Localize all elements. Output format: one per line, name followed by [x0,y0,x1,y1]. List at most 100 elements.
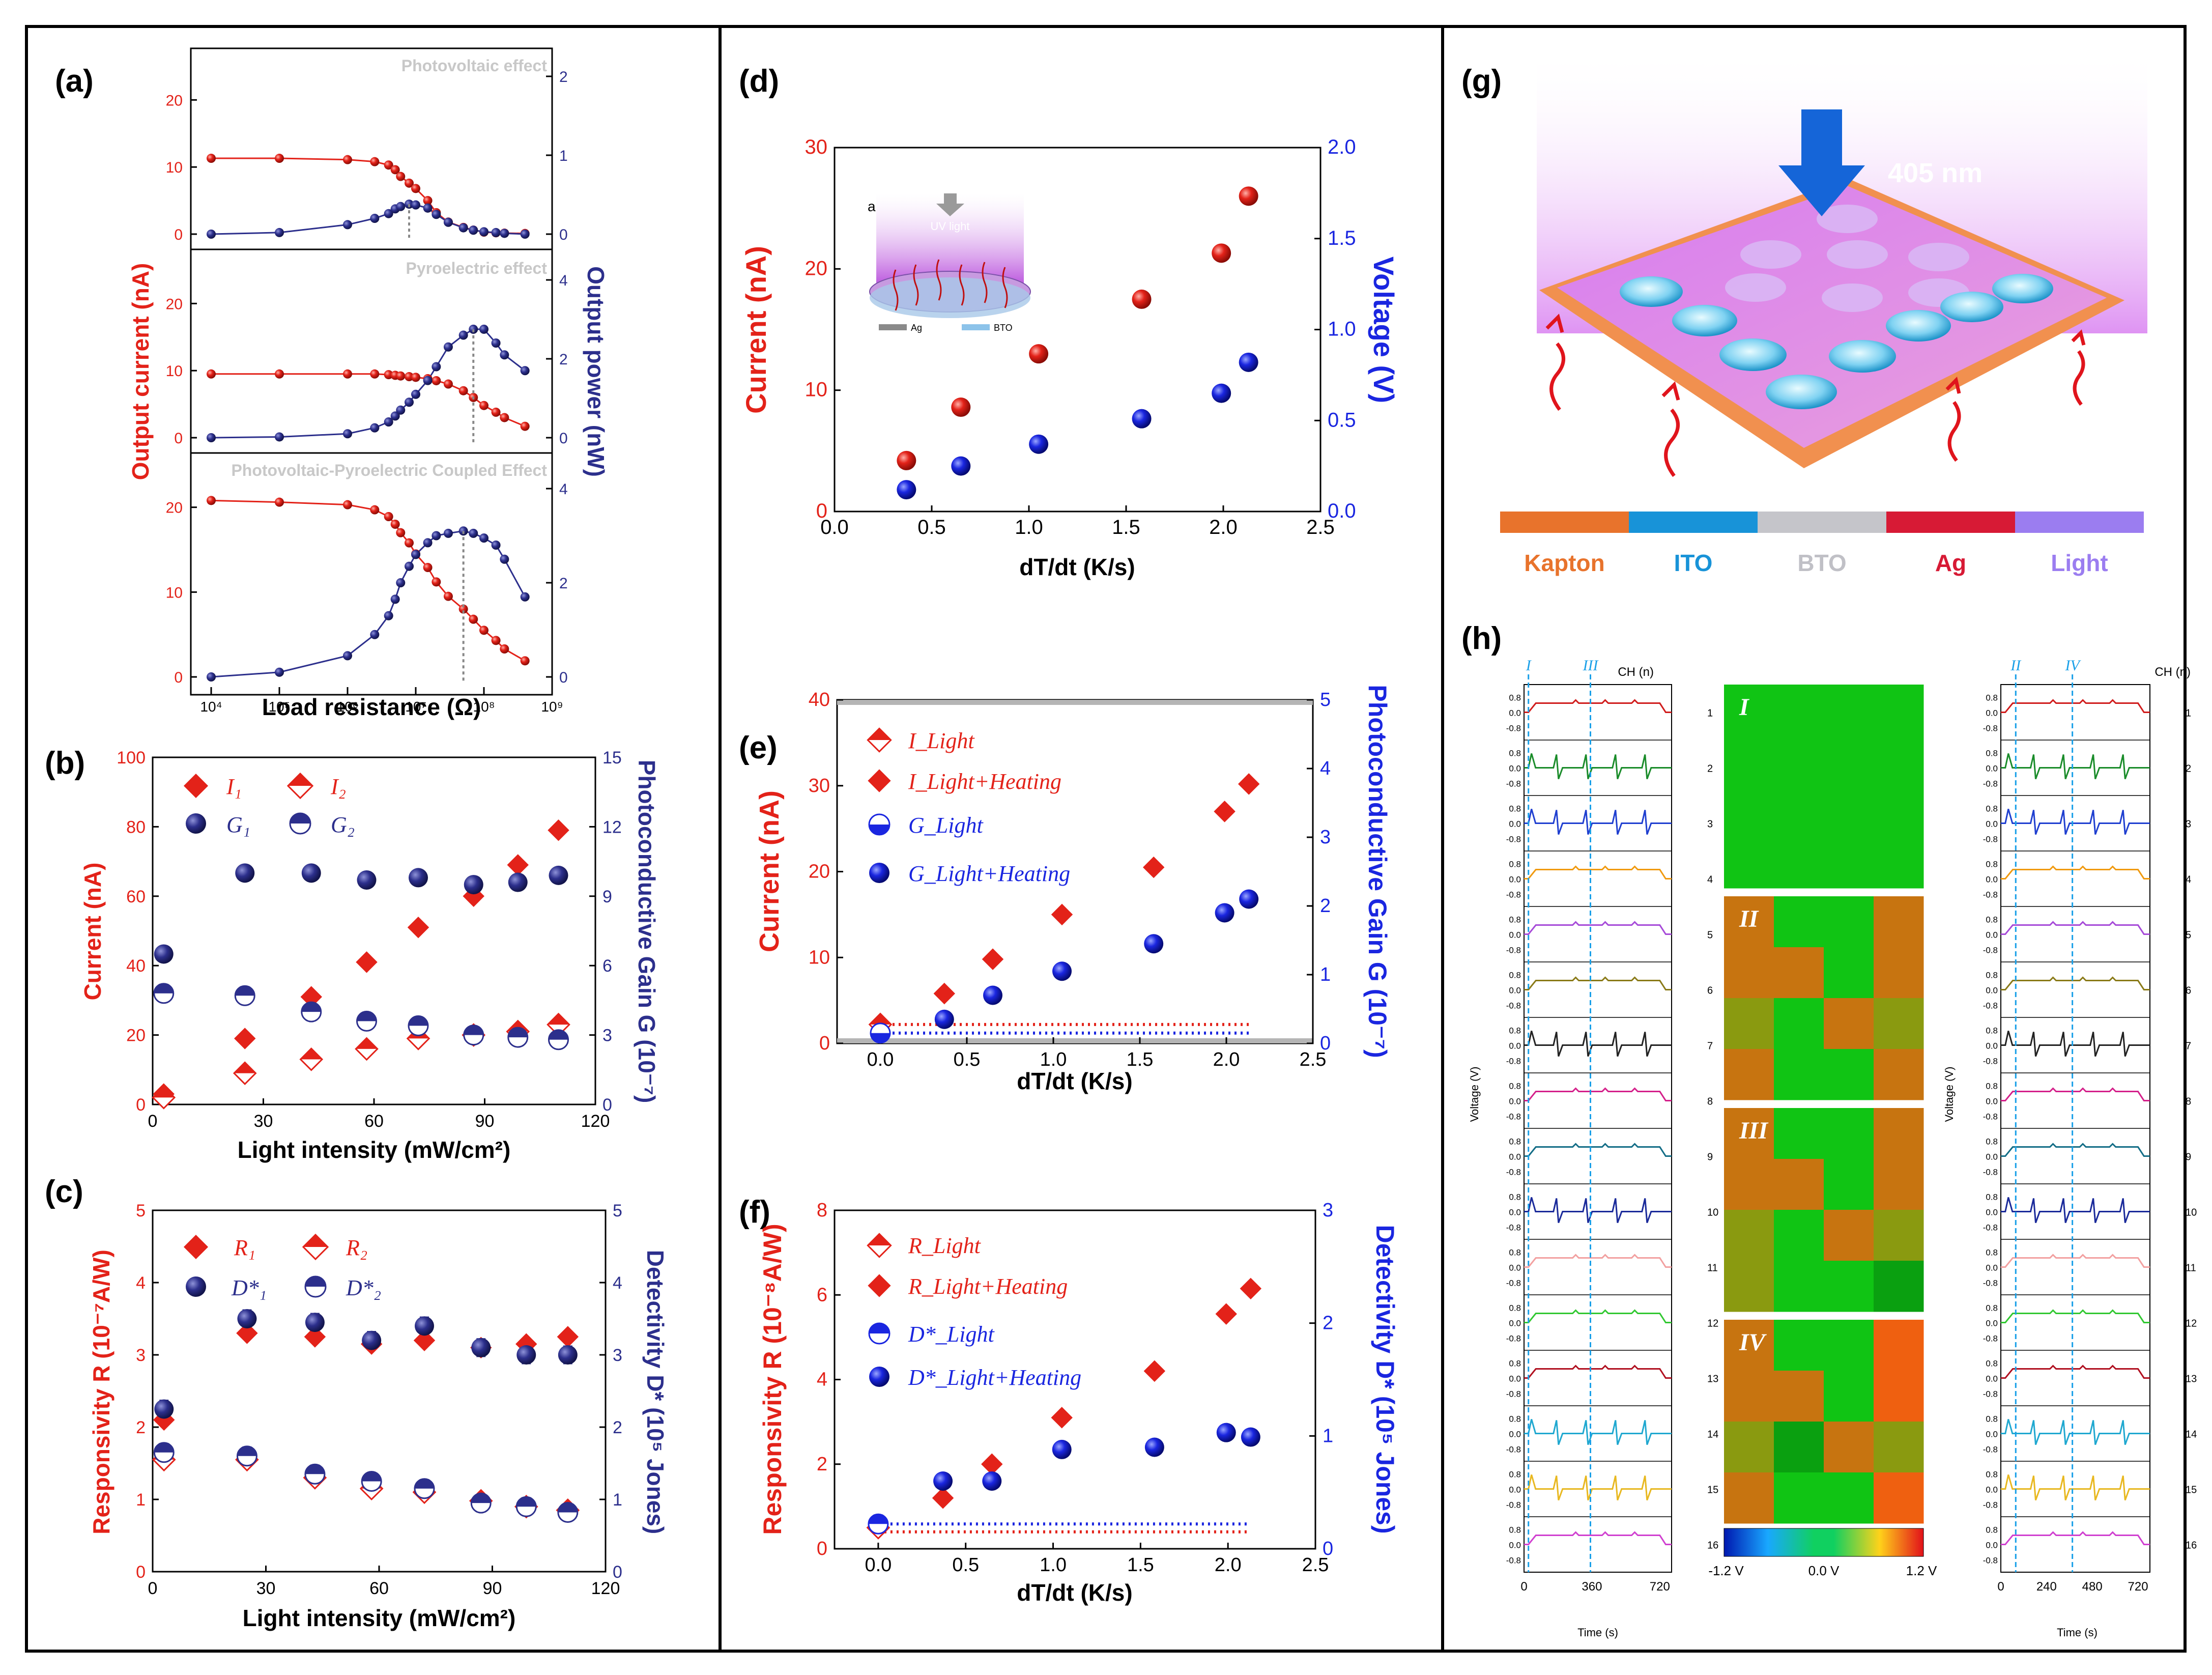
trace-channel-13 [1524,1365,1672,1379]
trace-tick-label: 0.8 [1509,1414,1521,1424]
trace-tick-label: 0.0 [1986,1430,1998,1439]
legend-swatch-ag [1886,512,2015,533]
map-IV-cell-9 [1774,1422,1824,1473]
data-point-D-3 [361,1471,382,1492]
data-point-G-5 [464,875,483,895]
trace-tick-label: 0.0 [1509,1097,1521,1106]
x-tick-label: 1.0 [1040,1554,1067,1576]
map-II-cell-4 [1724,947,1774,999]
trace-tick-label: 0.8 [1509,915,1521,925]
trace-channel-7 [2001,1031,2150,1057]
legend-label-r1: R₁ [234,1235,255,1260]
legend-label-kapton: Kapton [1524,550,1604,576]
data-point-current-2-16 [500,644,509,654]
y-right-tick-label: 3 [613,1346,622,1365]
data-point-power-2-10 [432,531,441,541]
data-point-G-6 [507,1027,529,1048]
data-point-power-1-4 [384,417,393,427]
data-point-current-2-3 [370,505,380,515]
y-left-tick-label: 10 [805,379,828,401]
data-point-current-1-14 [479,401,489,410]
data-point-R-7 [557,1326,579,1348]
data-point-DLight-0 [868,1513,889,1535]
y-right-tick-label: 3 [1320,827,1331,848]
map-label-I: I [1739,694,1750,721]
data-point-power-1-14 [479,324,489,334]
channel-number-3: 3 [2186,819,2191,830]
data-point-current-2-6 [396,528,406,537]
x-tick-label: 60 [364,1112,384,1131]
map-I-cell-1 [1774,685,1824,736]
legend-marker-i-heat [868,769,891,792]
map-III-cell-7 [1874,1159,1924,1210]
map-I-cell-10 [1824,786,1874,838]
map-I-cell-11 [1874,786,1924,838]
x-tick-label: 120 [591,1579,620,1598]
map-IV-cell-12 [1724,1472,1774,1524]
map-IV-cell-11 [1874,1422,1924,1473]
trace-tick-label: -0.8 [1506,779,1521,789]
data-point-D-2 [305,1313,325,1332]
time-marker-IV: IV [2064,657,2081,674]
data-point-current-2-5 [390,520,400,529]
data-point-Current-3 [1132,289,1152,309]
channel-number-2: 2 [2186,763,2191,775]
y-left-tick-label: 10 [166,363,183,380]
map-I-cell-2 [1824,685,1874,736]
data-point-current-2-9 [423,563,433,572]
trace-tick-label: 0.0 [1986,1041,1998,1051]
data-point-G-2-fill [301,1002,321,1012]
y-left-tick-label: 2 [136,1418,146,1437]
map-I-cell-13 [1774,837,1824,889]
data-point-power-0-4 [384,209,393,218]
data-point-I-3 [355,1037,379,1061]
data-point-power-0-17 [520,230,530,239]
data-point-power-1-6 [396,405,406,415]
data-point-current-1-15 [491,407,501,417]
data-point-DLightHeating-0 [933,1471,953,1491]
x-tick-label: 2.5 [1302,1554,1329,1576]
channel-number-5: 5 [1707,930,1713,941]
data-point-current-2-7 [405,538,414,548]
trace-tick-label: 0.8 [1986,1359,1998,1369]
legend-label-light: Light [2051,550,2108,576]
x-tick-label: 30 [254,1112,273,1131]
x-tick-label: 60 [369,1579,389,1598]
time-tick-label: 480 [2082,1580,2103,1594]
data-point-Current-0 [897,450,916,470]
trace-tick-label: -0.8 [1983,1223,1998,1233]
legend-marker-g2 [289,812,311,835]
channel-number-9: 9 [1707,1152,1713,1163]
trace-tick-label: 0.8 [1986,693,1998,703]
y-left-tick-label: 10 [809,947,830,968]
channel-number-13: 13 [2186,1374,2197,1385]
y-left-tick-label: 20 [166,500,183,517]
trace-tick-label: 0.8 [1986,1082,1998,1091]
trace-tick-label: -0.8 [1983,835,1998,844]
series-line-current-1 [211,373,526,427]
y-right-tick-label: 12 [602,817,622,837]
right-time-label: Time (s) [2057,1626,2098,1639]
map-IV-cell-15 [1874,1472,1924,1524]
y-left-tick-label: 0 [136,1563,146,1582]
legend-label-g2: G₂ [331,812,355,837]
channel-number-14: 14 [2186,1429,2197,1440]
y-right-tick-label: 0 [613,1563,622,1582]
map-III-cell-1 [1774,1108,1824,1159]
map-IV-cell-2 [1824,1320,1874,1371]
trace-channel-15 [2001,1474,2150,1501]
y-right-tick-label: 5 [1320,689,1331,711]
legend-marker-d-heat [869,1367,889,1387]
trace-tick-label: -0.8 [1983,1112,1998,1122]
trace-tick-label: 0.8 [1986,860,1998,869]
y-right-tick-label: 0 [1323,1538,1333,1559]
panel-label-d: (d) [739,64,779,99]
trace-tick-label: 0.8 [1986,1414,1998,1424]
data-point-G-6-fill [508,1028,528,1038]
y-right-tick-label: 4 [613,1273,622,1293]
data-point-D-2 [304,1463,326,1485]
y-left-tick-label: 20 [166,92,183,109]
data-point-current-0-5 [390,165,400,175]
legend-label-i-light: I_Light [908,728,975,753]
